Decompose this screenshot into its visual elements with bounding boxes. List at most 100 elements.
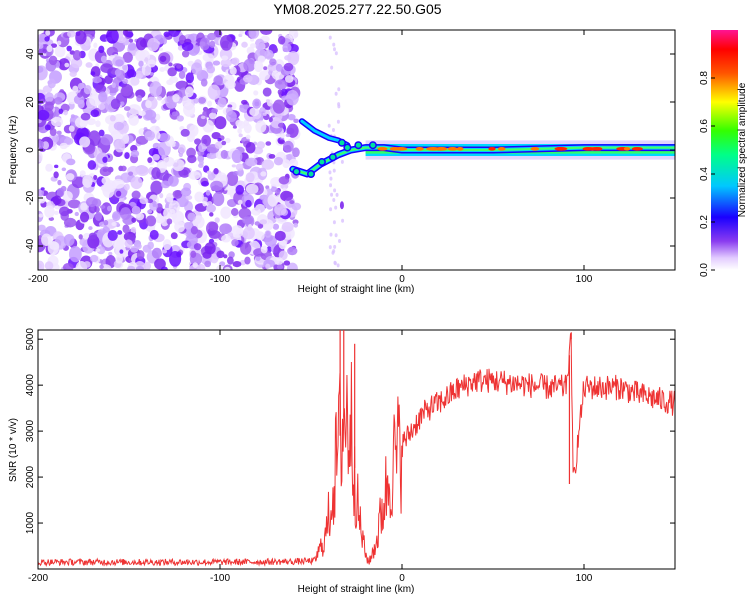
heatmap-cell xyxy=(242,226,255,240)
heatmap-cell xyxy=(213,75,223,86)
heatmap-cell xyxy=(111,211,121,222)
heatmap-cell xyxy=(136,250,145,260)
heatmap-cell xyxy=(293,118,299,124)
heatmap-cell xyxy=(98,129,105,137)
heatmap-y-label: Frequency (Hz) xyxy=(8,116,19,185)
heatmap-cell xyxy=(332,220,336,225)
heatmap-cell xyxy=(41,233,52,246)
heatmap-cell xyxy=(232,125,237,129)
heatmap-cell xyxy=(111,221,117,227)
heatmap-cell xyxy=(199,159,204,166)
heatmap-cell xyxy=(72,85,79,93)
heatmap-cell xyxy=(44,205,55,219)
heatmap-cell xyxy=(273,47,279,53)
heatmap-cell xyxy=(328,245,332,250)
heatmap-cell xyxy=(117,230,123,235)
heatmap-cell xyxy=(328,170,332,175)
heatmap-cell xyxy=(209,40,216,49)
heatmap-cell xyxy=(61,167,67,172)
colorbar-tick-label: 0.2 xyxy=(699,215,710,229)
heatmap-cell xyxy=(38,153,43,163)
x-tick-label: 100 xyxy=(576,274,593,285)
heatmap-cell xyxy=(149,81,163,97)
heatmap-cell xyxy=(217,97,227,108)
heatmap-cell xyxy=(101,176,111,185)
heatmap-cell xyxy=(147,59,157,68)
heatmap-cell xyxy=(166,218,173,225)
heatmap-cell xyxy=(231,57,240,66)
heatmap-cell xyxy=(277,122,285,128)
heatmap-cell xyxy=(107,230,118,241)
heatmap-cell xyxy=(334,205,338,210)
heatmap-cell xyxy=(54,164,59,169)
heatmap-cell xyxy=(269,58,277,66)
heatmap-cell xyxy=(293,222,299,228)
heatmap-cell xyxy=(105,30,119,44)
heatmap-cell xyxy=(235,163,244,171)
heatmap-cell xyxy=(191,62,203,75)
heatmap-cell xyxy=(47,78,56,89)
heatmap-cell xyxy=(280,133,286,139)
x-tick-label: -200 xyxy=(28,573,48,584)
heatmap-cell xyxy=(136,95,143,103)
x-tick-label: -100 xyxy=(210,573,230,584)
heatmap-cell xyxy=(80,112,91,121)
heatmap-cell xyxy=(260,171,267,177)
heatmap-cell xyxy=(115,190,122,197)
heatmap-blob-core xyxy=(293,169,299,175)
heatmap-cell xyxy=(90,71,96,76)
heatmap-cell xyxy=(80,202,88,211)
heatmap-hotspot xyxy=(554,147,568,151)
heatmap-cell xyxy=(168,200,180,214)
heatmap-cell xyxy=(112,56,125,67)
heatmap-cell xyxy=(149,229,159,240)
heatmap-cell xyxy=(261,159,275,170)
heatmap-cell xyxy=(110,130,122,142)
heatmap-cell xyxy=(264,235,277,247)
heatmap-cell xyxy=(127,42,137,51)
heatmap-cell xyxy=(239,30,244,35)
heatmap-cell xyxy=(154,258,166,270)
x-tick-label: 0 xyxy=(399,274,405,285)
heatmap-cell xyxy=(156,96,163,101)
heatmap-cell xyxy=(79,211,90,223)
heatmap-cell xyxy=(167,67,177,77)
heatmap-cell xyxy=(158,132,171,142)
heatmap-cell xyxy=(82,174,93,188)
y-tick-label: 3000 xyxy=(25,420,36,443)
heatmap-cell xyxy=(178,70,186,79)
heatmap-cell xyxy=(254,221,260,226)
heatmap-cell xyxy=(180,128,190,137)
heatmap-cell xyxy=(87,160,97,170)
heatmap-cell xyxy=(130,176,143,190)
heatmap-cell xyxy=(192,215,205,229)
heatmap-cell xyxy=(289,200,295,205)
heatmap-cell xyxy=(50,43,58,48)
heatmap-cell xyxy=(88,226,93,231)
heatmap-cell xyxy=(161,249,168,254)
heatmap-cell xyxy=(130,245,139,253)
heatmap-cell xyxy=(198,96,207,104)
heatmap-cell xyxy=(264,230,272,238)
heatmap-cell xyxy=(207,84,221,100)
heatmap-cell xyxy=(330,65,334,70)
heatmap-cell xyxy=(172,189,183,199)
heatmap-cell xyxy=(102,156,108,163)
heatmap-cell xyxy=(254,38,265,51)
heatmap-cell xyxy=(287,51,300,66)
heatmap-cell xyxy=(44,124,51,131)
heatmap-cell xyxy=(267,63,278,72)
heatmap-cell xyxy=(200,78,208,87)
heatmap-cell xyxy=(231,239,239,247)
heatmap-cell xyxy=(130,149,140,158)
heatmap-blob-core xyxy=(308,171,314,177)
heatmap-cell xyxy=(95,248,101,252)
heatmap-cell xyxy=(108,251,113,256)
y-tick-label: 40 xyxy=(25,48,36,60)
heatmap-cell xyxy=(185,72,195,84)
snr-panel: -200 -100 0 100 5000 4000 3000 2000 1000 Height… xyxy=(8,328,676,595)
heatmap-cell xyxy=(285,133,291,138)
heatmap-cell xyxy=(63,217,77,228)
heatmap-cell xyxy=(230,225,244,238)
